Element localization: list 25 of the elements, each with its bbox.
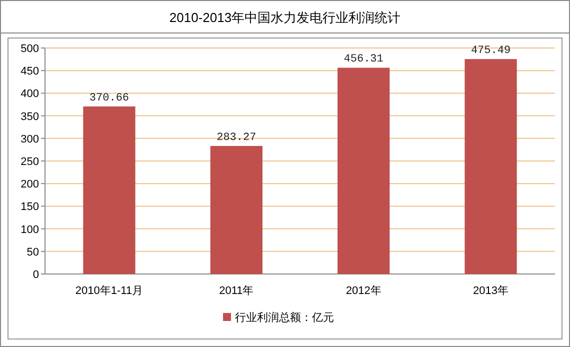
x-tick-label: 2011年	[219, 285, 254, 297]
y-tick-label: 0	[32, 269, 39, 281]
y-tick-label: 350	[20, 110, 39, 123]
data-label: 475.49	[470, 45, 511, 58]
chart-title: 2010-2013年中国水力发电行业利润统计	[169, 10, 401, 25]
legend-label: 行业利润总额：亿元	[235, 311, 334, 324]
x-tick-label: 2012年	[346, 285, 382, 297]
y-tick-label: 150	[20, 201, 39, 214]
y-tick-label: 400	[20, 88, 39, 100]
y-tick-label: 450	[20, 66, 39, 78]
data-label: 456.31	[344, 54, 384, 66]
bar	[210, 146, 262, 274]
data-label: 370.66	[89, 92, 130, 104]
y-tick-label: 250	[20, 156, 39, 168]
bar	[83, 106, 136, 274]
x-tick-label: 2010年1-11月	[75, 285, 144, 297]
x-tick-label: 2013年	[473, 285, 509, 297]
y-tick-label: 300	[20, 133, 39, 146]
y-tick-label: 100	[20, 224, 39, 236]
y-tick-label: 200	[20, 178, 39, 191]
y-tick-label: 500	[20, 43, 39, 55]
data-label: 283.27	[216, 132, 256, 144]
bar	[464, 59, 517, 274]
y-tick-label: 50	[26, 246, 39, 258]
bar	[338, 68, 390, 274]
